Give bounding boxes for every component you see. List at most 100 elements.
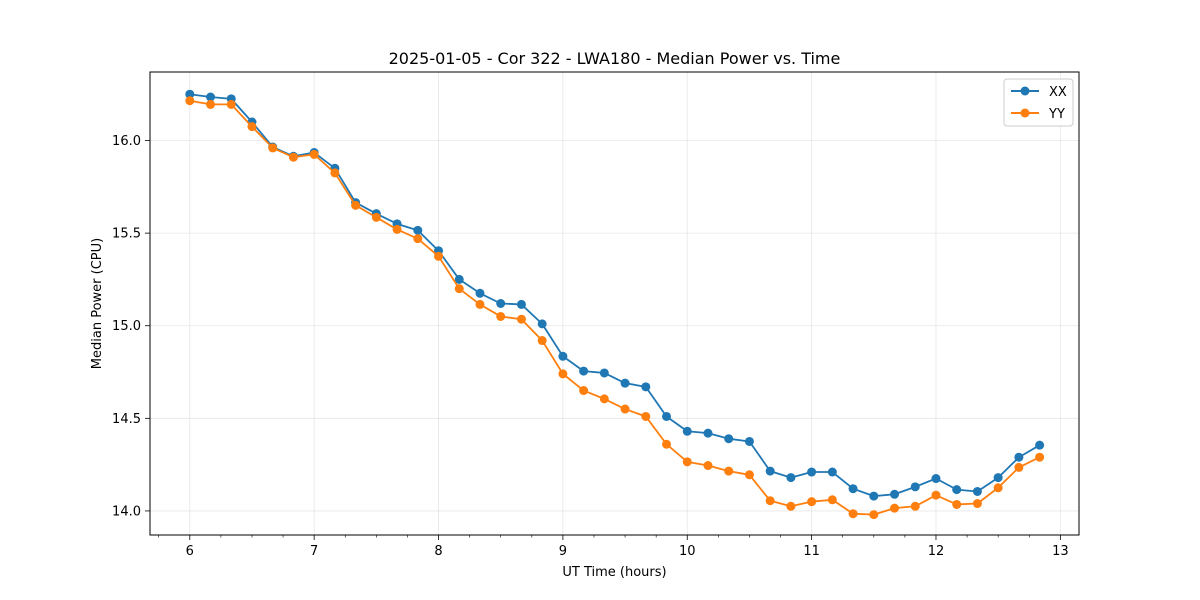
data-point-xx — [869, 491, 879, 501]
chart-title: 2025-01-05 - Cor 322 - LWA180 - Median P… — [389, 49, 841, 68]
data-point-yy — [247, 122, 257, 132]
data-point-yy — [869, 510, 879, 520]
data-point-yy — [1035, 452, 1045, 462]
data-point-yy — [765, 496, 775, 506]
data-point-yy — [558, 369, 568, 379]
data-point-xx — [765, 466, 775, 476]
data-point-yy — [537, 336, 547, 346]
y-axis-label: Median Power (CPU) — [90, 238, 105, 369]
y-tick-label: 16.0 — [112, 134, 141, 149]
x-tick-label: 8 — [434, 544, 442, 559]
data-point-yy — [454, 284, 464, 294]
data-point-xx — [827, 467, 837, 477]
data-point-yy — [972, 499, 982, 509]
data-point-yy — [993, 483, 1003, 493]
x-tick-label: 12 — [928, 544, 945, 559]
data-point-yy — [392, 224, 402, 234]
legend-label-xx: XX — [1049, 85, 1067, 100]
legend-label-yy: YY — [1048, 107, 1065, 122]
data-point-yy — [827, 495, 837, 505]
data-point-yy — [952, 499, 962, 509]
data-point-yy — [351, 200, 361, 210]
data-point-yy — [910, 501, 920, 511]
data-point-xx — [1014, 452, 1024, 462]
data-point-yy — [268, 143, 278, 153]
legend-marker-yy — [1020, 108, 1030, 118]
x-tick-label: 13 — [1052, 544, 1069, 559]
data-point-yy — [516, 314, 526, 324]
data-point-yy — [744, 470, 754, 480]
data-point-yy — [620, 404, 630, 414]
data-point-xx — [910, 482, 920, 492]
data-point-xx — [475, 288, 485, 298]
data-point-xx — [890, 489, 900, 499]
data-point-xx — [786, 473, 796, 483]
data-point-xx — [599, 368, 609, 378]
data-point-xx — [848, 484, 858, 494]
y-tick-label: 15.0 — [112, 319, 141, 334]
data-point-xx — [454, 274, 464, 284]
data-point-yy — [371, 212, 381, 222]
data-point-yy — [1014, 462, 1024, 472]
data-point-yy — [413, 234, 423, 244]
y-tick-label: 14.5 — [112, 412, 141, 427]
data-point-yy — [807, 497, 817, 507]
data-point-xx — [185, 89, 195, 99]
data-point-yy — [703, 461, 713, 471]
legend: XX YY — [1003, 78, 1074, 127]
data-point-yy — [682, 457, 692, 467]
data-point-yy — [724, 466, 734, 476]
data-point-xx — [662, 411, 672, 421]
data-point-yy — [206, 99, 216, 109]
data-point-xx — [931, 474, 941, 484]
data-point-xx — [682, 426, 692, 436]
data-point-xx — [558, 351, 568, 361]
data-point-xx — [993, 473, 1003, 483]
data-point-xx — [1035, 440, 1045, 450]
series-yy — [185, 96, 1045, 520]
data-point-yy — [931, 490, 941, 500]
data-point-yy — [599, 394, 609, 404]
data-point-xx — [952, 485, 962, 495]
y-tick-label: 15.5 — [112, 227, 141, 242]
data-point-xx — [413, 225, 423, 235]
data-point-xx — [972, 486, 982, 496]
x-tick-label: 10 — [679, 544, 696, 559]
data-point-xx — [496, 299, 506, 308]
x-tick-label: 6 — [186, 544, 194, 559]
data-point-xx — [724, 434, 734, 444]
data-point-yy — [330, 168, 340, 178]
data-point-yy — [579, 386, 589, 396]
data-point-xx — [206, 92, 216, 102]
data-point-xx — [516, 299, 526, 309]
series-xx — [185, 89, 1045, 501]
plot-area-frame — [149, 71, 1080, 536]
data-point-xx — [579, 366, 589, 376]
data-point-xx — [537, 319, 547, 329]
x-axis: 6 7 8 9 10 11 12 13 — [158, 535, 1069, 559]
data-point-yy — [288, 152, 298, 162]
data-point-xx — [620, 378, 630, 388]
x-tick-label: 7 — [310, 544, 318, 559]
data-point-xx — [641, 382, 651, 392]
data-point-yy — [890, 503, 900, 513]
series-layer — [185, 89, 1045, 520]
x-axis-label: UT Time (hours) — [562, 565, 666, 580]
data-point-yy — [434, 251, 444, 261]
data-point-yy — [641, 411, 651, 421]
data-point-xx — [703, 428, 713, 438]
data-point-yy — [475, 299, 485, 309]
x-tick-label: 11 — [803, 544, 820, 559]
data-point-yy — [185, 96, 195, 106]
data-point-yy — [496, 311, 506, 321]
data-point-yy — [662, 439, 672, 449]
y-axis: 14.0 14.5 15.0 15.5 16.0 — [112, 134, 150, 519]
data-point-yy — [309, 149, 319, 159]
data-point-yy — [786, 501, 796, 511]
legend-marker-xx — [1020, 86, 1030, 96]
y-tick-label: 14.0 — [112, 504, 141, 519]
x-tick-label: 9 — [559, 544, 567, 559]
data-point-xx — [807, 467, 817, 477]
